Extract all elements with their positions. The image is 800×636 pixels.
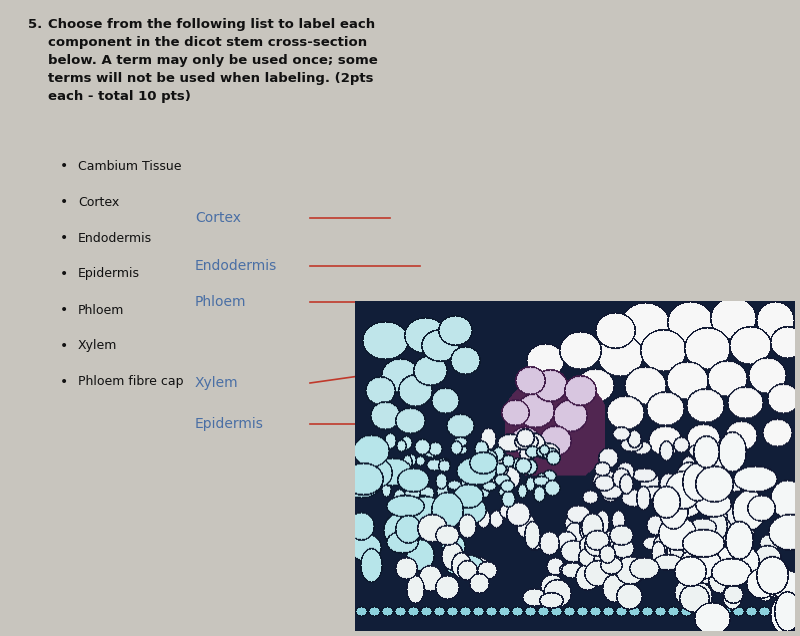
Text: Cortex: Cortex bbox=[195, 211, 241, 225]
Text: Phloem fibre cap: Phloem fibre cap bbox=[78, 375, 183, 389]
Text: •: • bbox=[60, 339, 68, 353]
Text: Epidermis: Epidermis bbox=[78, 268, 140, 280]
Text: 5.: 5. bbox=[28, 18, 42, 31]
Text: •: • bbox=[60, 267, 68, 281]
Text: Epidermis: Epidermis bbox=[195, 417, 264, 431]
Text: Endodermis: Endodermis bbox=[195, 259, 278, 273]
Text: Cambium Tissue: Cambium Tissue bbox=[78, 160, 182, 172]
Text: •: • bbox=[60, 195, 68, 209]
Text: Choose from the following list to label each
component in the dicot stem cross-s: Choose from the following list to label … bbox=[48, 18, 378, 103]
Text: •: • bbox=[60, 303, 68, 317]
Text: Xylem: Xylem bbox=[78, 340, 118, 352]
Text: Phloem: Phloem bbox=[78, 303, 124, 317]
Text: •: • bbox=[60, 159, 68, 173]
Text: Cortex: Cortex bbox=[78, 195, 119, 209]
Text: •: • bbox=[60, 231, 68, 245]
Text: Xylem: Xylem bbox=[195, 376, 238, 390]
Text: •: • bbox=[60, 375, 68, 389]
Text: Phloem: Phloem bbox=[195, 295, 246, 309]
Text: Endodermis: Endodermis bbox=[78, 232, 152, 244]
